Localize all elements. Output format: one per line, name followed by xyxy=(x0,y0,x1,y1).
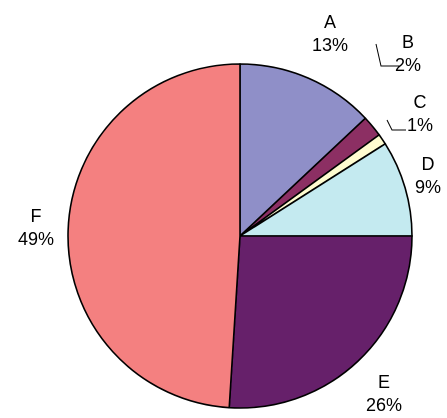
leader-line-c xyxy=(386,119,406,131)
slice-percent-d: 9% xyxy=(415,177,441,197)
slice-percent-b: 2% xyxy=(395,55,421,75)
slice-label-d: D xyxy=(422,154,435,174)
leader-line-b xyxy=(375,43,400,67)
pie-slice-e xyxy=(228,235,413,409)
slice-percent-e: 26% xyxy=(366,395,402,415)
pie-slice-f xyxy=(67,63,241,409)
slice-label-b: B xyxy=(402,32,414,52)
slice-label-e: E xyxy=(378,372,390,392)
slice-percent-a: 13% xyxy=(312,35,348,55)
slice-label-a: A xyxy=(324,12,336,32)
slice-label-c: C xyxy=(414,92,427,112)
pie-slice-d xyxy=(237,142,413,237)
slice-percent-f: 49% xyxy=(18,229,54,249)
pie-slices xyxy=(67,63,413,409)
leader-lines xyxy=(375,43,406,131)
slice-label-f: F xyxy=(31,206,42,226)
pie-slice-a xyxy=(239,63,367,238)
slice-percent-c: 1% xyxy=(407,115,433,135)
slice-labels: A 13% B 2% C 1% D 9% E 26% F 49% xyxy=(18,12,441,415)
